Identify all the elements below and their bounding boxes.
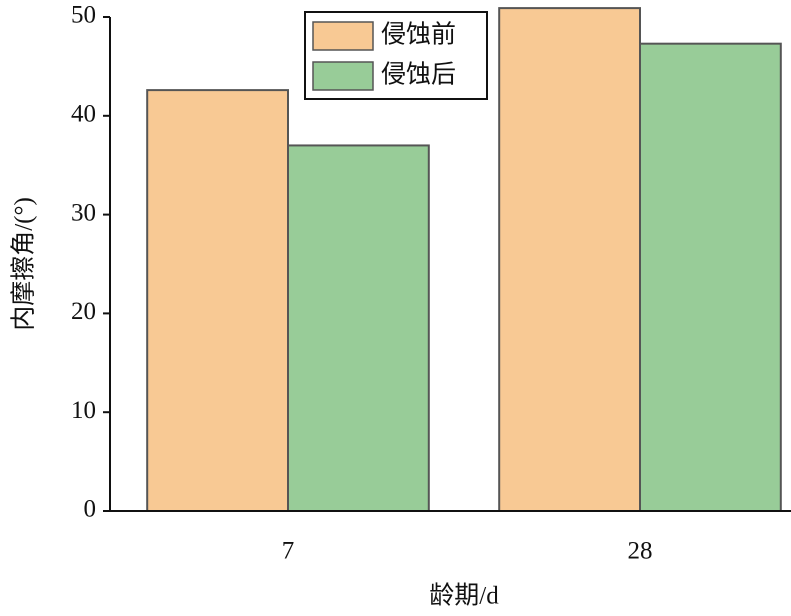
x-axis-label: 龄期/d xyxy=(429,582,499,610)
legend-label: 侵蚀前 xyxy=(381,21,456,49)
legend-swatch xyxy=(312,61,374,91)
y-tick-label: 10 xyxy=(71,397,96,424)
y-tick-label: 20 xyxy=(71,298,96,325)
y-axis-label: 内摩擦角/(°) xyxy=(10,197,38,331)
bar xyxy=(639,42,782,513)
legend-swatch xyxy=(312,21,374,51)
y-tick-label: 30 xyxy=(71,199,96,226)
y-tick-label: 0 xyxy=(84,496,97,523)
y-tick-label: 40 xyxy=(71,101,96,128)
legend-label: 侵蚀后 xyxy=(381,61,456,89)
bar xyxy=(146,89,289,512)
bar xyxy=(498,7,642,512)
x-tick-label: 28 xyxy=(628,538,653,565)
bar xyxy=(287,144,430,512)
y-tick-label: 50 xyxy=(71,2,96,29)
x-tick-label: 7 xyxy=(282,538,295,565)
